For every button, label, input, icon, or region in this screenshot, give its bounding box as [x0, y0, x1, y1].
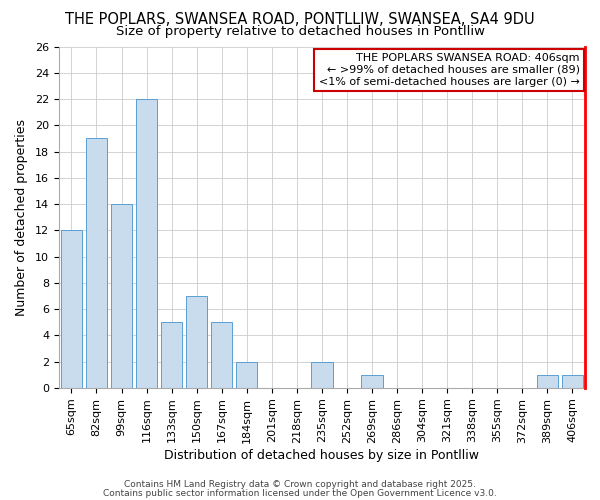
Text: THE POPLARS SWANSEA ROAD: 406sqm
← >99% of detached houses are smaller (89)
<1% : THE POPLARS SWANSEA ROAD: 406sqm ← >99% …: [319, 54, 580, 86]
Bar: [61, 230, 82, 388]
Bar: [136, 99, 157, 388]
Bar: [186, 296, 208, 388]
Bar: [361, 374, 383, 388]
Bar: [311, 362, 332, 388]
Bar: [161, 322, 182, 388]
Bar: [562, 374, 583, 388]
Bar: [111, 204, 132, 388]
Bar: [236, 362, 257, 388]
Text: THE POPLARS, SWANSEA ROAD, PONTLLIW, SWANSEA, SA4 9DU: THE POPLARS, SWANSEA ROAD, PONTLLIW, SWA…: [65, 12, 535, 28]
Bar: [86, 138, 107, 388]
Text: Contains HM Land Registry data © Crown copyright and database right 2025.: Contains HM Land Registry data © Crown c…: [124, 480, 476, 489]
Y-axis label: Number of detached properties: Number of detached properties: [15, 118, 28, 316]
Bar: [211, 322, 232, 388]
X-axis label: Distribution of detached houses by size in Pontlliw: Distribution of detached houses by size …: [164, 450, 479, 462]
Text: Size of property relative to detached houses in Pontlliw: Size of property relative to detached ho…: [115, 25, 485, 38]
Bar: [537, 374, 558, 388]
Text: Contains public sector information licensed under the Open Government Licence v3: Contains public sector information licen…: [103, 488, 497, 498]
